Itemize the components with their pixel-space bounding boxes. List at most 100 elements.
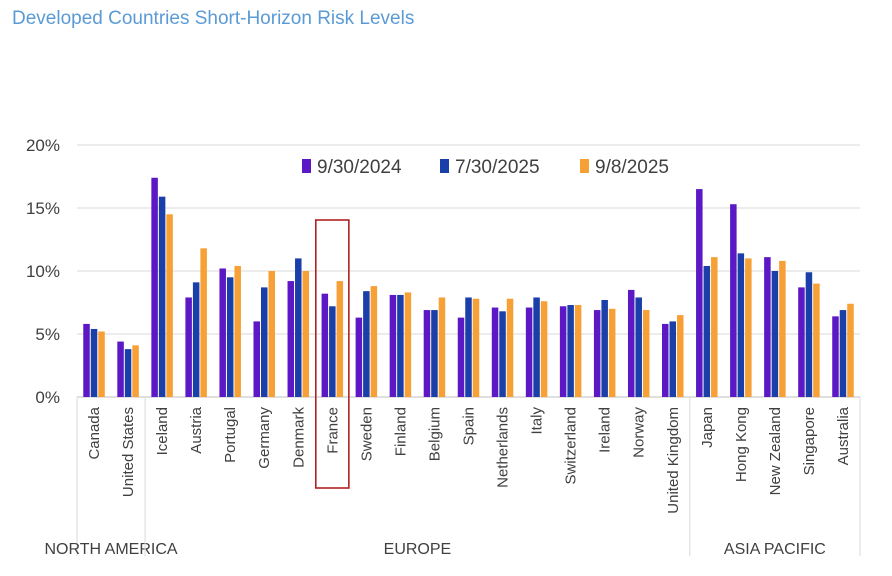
bar xyxy=(234,265,241,397)
bar xyxy=(185,297,192,397)
category-label: Germany xyxy=(256,407,273,469)
bar xyxy=(192,282,200,397)
bar xyxy=(117,341,124,397)
bar xyxy=(219,268,226,397)
bar xyxy=(764,257,771,397)
bar xyxy=(696,189,703,397)
category-label: Netherlands xyxy=(495,407,512,488)
bar xyxy=(491,307,499,397)
bar xyxy=(124,349,132,397)
bar xyxy=(423,310,431,397)
category-label: Australia xyxy=(835,406,852,465)
bars xyxy=(83,177,854,397)
bar xyxy=(355,317,363,397)
bar xyxy=(151,177,158,397)
bar xyxy=(533,297,540,397)
legend-swatch xyxy=(302,159,311,173)
bar xyxy=(779,260,786,397)
category-label: Austria xyxy=(188,406,205,453)
category-label: Ireland xyxy=(597,407,614,453)
category-label: New Zealand xyxy=(767,407,784,495)
bar xyxy=(321,293,329,397)
bar xyxy=(847,303,854,397)
bar xyxy=(329,306,336,397)
category-label: Singapore xyxy=(801,407,818,475)
y-axis: 0% 5% 10% 15% 20% xyxy=(26,136,60,407)
bar xyxy=(832,316,839,397)
category-label: Italy xyxy=(529,407,546,435)
bar xyxy=(730,204,737,397)
bar xyxy=(465,297,472,397)
bar xyxy=(370,286,378,397)
bar xyxy=(268,271,275,397)
bar xyxy=(287,281,295,397)
category-label: Portugal xyxy=(222,407,239,463)
legend-label: 7/30/2025 xyxy=(455,157,540,178)
bar xyxy=(813,283,820,397)
y-tick-label: 20% xyxy=(26,136,60,155)
bar xyxy=(260,287,268,397)
bar xyxy=(506,298,514,397)
category-label: Japan xyxy=(699,407,716,448)
bar xyxy=(404,292,412,397)
bar xyxy=(627,289,635,397)
category-label: Belgium xyxy=(426,407,443,461)
category-label: Iceland xyxy=(154,407,171,455)
bar xyxy=(336,281,344,397)
category-label: Finland xyxy=(392,407,409,456)
bar xyxy=(839,310,847,397)
bar xyxy=(302,271,310,397)
bar xyxy=(593,310,601,397)
bar xyxy=(397,294,404,397)
category-label: Denmark xyxy=(290,407,307,468)
legend-label: 9/30/2024 xyxy=(317,157,402,178)
legend-swatch xyxy=(580,159,589,173)
bar xyxy=(98,331,105,397)
y-tick-label: 10% xyxy=(26,262,60,281)
category-label: Sweden xyxy=(358,407,375,461)
bar xyxy=(438,297,446,397)
bar xyxy=(499,311,506,397)
bar xyxy=(745,258,752,397)
group-label: NORTH AMERICA xyxy=(45,541,178,558)
bar xyxy=(363,291,370,397)
bar xyxy=(90,328,98,397)
bar xyxy=(574,305,582,397)
legend-swatch xyxy=(440,159,449,173)
bar xyxy=(525,307,533,397)
bar xyxy=(83,323,90,397)
bar xyxy=(669,321,677,397)
y-tick-label: 15% xyxy=(26,199,60,218)
bar xyxy=(608,308,616,397)
bar xyxy=(677,315,684,397)
y-tick-label: 0% xyxy=(35,388,60,407)
bar xyxy=(635,297,642,397)
category-label: Norway xyxy=(631,407,648,458)
bar xyxy=(703,265,711,397)
category-label: France xyxy=(324,407,341,454)
bar xyxy=(559,306,567,397)
bar xyxy=(431,310,438,397)
category-label: Spain xyxy=(461,407,478,445)
legend: 9/30/2024 7/30/2025 9/8/2025 xyxy=(302,157,669,178)
bar xyxy=(457,317,465,397)
group-label: EUROPE xyxy=(384,541,452,558)
bar xyxy=(226,277,234,397)
bar xyxy=(295,258,302,397)
bar xyxy=(166,214,173,397)
bar xyxy=(642,310,650,397)
bar xyxy=(601,299,608,397)
bar xyxy=(132,345,139,397)
bar xyxy=(472,298,480,397)
chart-title: Developed Countries Short-Horizon Risk L… xyxy=(12,8,415,29)
bar xyxy=(805,272,813,397)
bar xyxy=(540,301,548,397)
group-label: ASIA PACIFIC xyxy=(724,541,826,558)
category-label: Hong Kong xyxy=(733,407,750,482)
bar xyxy=(158,196,166,397)
category-axis: Canada United States Iceland Austria Portuga… xyxy=(45,219,861,558)
y-tick-label: 5% xyxy=(35,325,60,344)
category-label: United States xyxy=(120,407,137,497)
bar xyxy=(711,257,718,397)
bar xyxy=(771,271,779,397)
